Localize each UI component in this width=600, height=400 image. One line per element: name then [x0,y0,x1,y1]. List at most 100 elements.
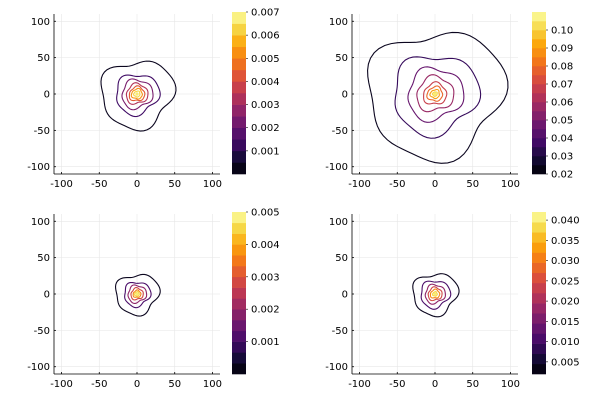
contour-line [431,291,438,297]
contour-line [116,74,161,118]
contour-line [420,280,452,310]
contour-line [114,273,161,317]
x-tick-label: 0 [134,179,140,190]
colorbar-level [232,309,246,321]
colorbar-tick-label: 0.002 [251,123,280,134]
colorbar-level [232,266,246,278]
colorbar-tick-label: 0.02 [551,170,573,181]
colorbar-level [532,323,546,334]
colorbar-tick-label: 0.03 [551,152,573,163]
x-tick-label: 50 [168,379,181,390]
y-tick-label: 100 [31,17,50,28]
colorbar-level [532,12,546,22]
x-tick-label: 50 [168,179,181,190]
contour-peak [135,292,139,296]
contour-line [132,289,142,298]
colorbar-level [532,75,546,85]
colorbar: 0.02 0.03 0.04 0.05 0.06 0.07 0.08 0.09 0.10 [532,12,573,181]
contour-peak [433,92,437,96]
colorbar-level [232,104,246,117]
colorbar-level [232,81,246,94]
colorbar: 0.001 0.002 0.003 0.004 0.005 0.006 0.007 [232,8,280,175]
colorbar-level [232,287,246,299]
colorbar-level [532,242,546,253]
y-tick-label: -50 [34,326,50,337]
x-tick-label: 0 [134,379,140,390]
x-tick-label: -50 [91,379,107,390]
colorbar-tick-label: 0.001 [251,146,280,157]
y-tick-label: 0 [44,90,50,101]
colorbar-tick-label: 0.06 [551,98,573,109]
colorbar-level [232,35,246,48]
colorbar-level [532,313,546,324]
colorbar-level [232,46,246,59]
colorbar-level [232,139,246,152]
y-tick-label: 100 [329,217,348,228]
panel-3: -100 -50 0 50 100-100-500501000.0010.0020.00… [27,208,279,391]
y-tick-label: -50 [332,126,348,137]
panel-2: -100 -50 0 50 100-100-500501000.020.030.040.… [325,12,573,190]
colorbar-level [232,162,246,175]
colorbar-level [232,150,246,163]
y-tick-label: 0 [44,290,50,301]
x-tick-label: -100 [348,379,371,390]
y-tick-label: -100 [325,162,348,173]
x-tick-label: -100 [348,179,371,190]
contour-line [124,281,152,309]
colorbar-level [232,23,246,36]
x-tick-label: -50 [389,379,405,390]
colorbar-level [532,156,546,166]
contour-line [367,31,509,164]
x-tick-label: 100 [203,379,222,390]
colorbar-tick-label: 0.004 [251,240,280,251]
colorbar-tick-label: 0.005 [551,357,580,368]
colorbar-tick-label: 0.020 [551,297,580,308]
colorbar-level [232,116,246,129]
colorbar-level [532,111,546,121]
colorbar-level [532,333,546,344]
colorbar-level [532,343,546,355]
colorbar-level [532,252,546,263]
x-tick-label: 100 [501,179,520,190]
colorbar-level [532,147,546,157]
colorbar-tick-label: 0.007 [251,8,280,19]
colorbar-level [532,66,546,76]
contour-line [394,56,482,139]
y-tick-label: -100 [27,362,50,373]
y-tick-label: -50 [332,326,348,337]
contour-line [429,288,441,299]
y-tick-label: -100 [27,162,50,173]
colorbar-tick-label: 0.05 [551,116,573,127]
contour-peak [135,92,139,96]
colorbar-level [532,282,546,294]
x-tick-label: 50 [466,379,479,390]
colorbar-level [532,21,546,31]
colorbar-level [532,129,546,139]
colorbar-level [532,102,546,112]
colorbar-tick-label: 0.010 [551,337,580,348]
colorbar-tick-label: 0.001 [251,337,280,348]
colorbar-tick-label: 0.005 [251,208,280,219]
x-tick-label: 100 [203,179,222,190]
colorbar-tick-label: 0.004 [251,77,280,88]
colorbar-level [232,58,246,71]
y-tick-label: 0 [342,90,348,101]
colorbar-tick-label: 0.006 [251,31,280,42]
colorbar-level [232,222,246,234]
colorbar-level [232,93,246,105]
x-tick-label: -100 [50,179,73,190]
colorbar-tick-label: 0.003 [251,100,280,111]
colorbar-level [532,39,546,49]
x-tick-label: 100 [501,379,520,390]
colorbar-level [532,57,546,67]
y-tick-label: 50 [37,253,50,264]
contour-line [416,74,455,113]
colorbar-level [532,93,546,103]
contour-line [429,88,440,100]
colorbar-level [232,341,246,353]
colorbar-level [232,233,246,245]
colorbar-level [232,320,246,332]
colorbar-level [532,165,546,175]
colorbar-level [232,127,246,140]
y-tick-label: 100 [329,17,348,28]
